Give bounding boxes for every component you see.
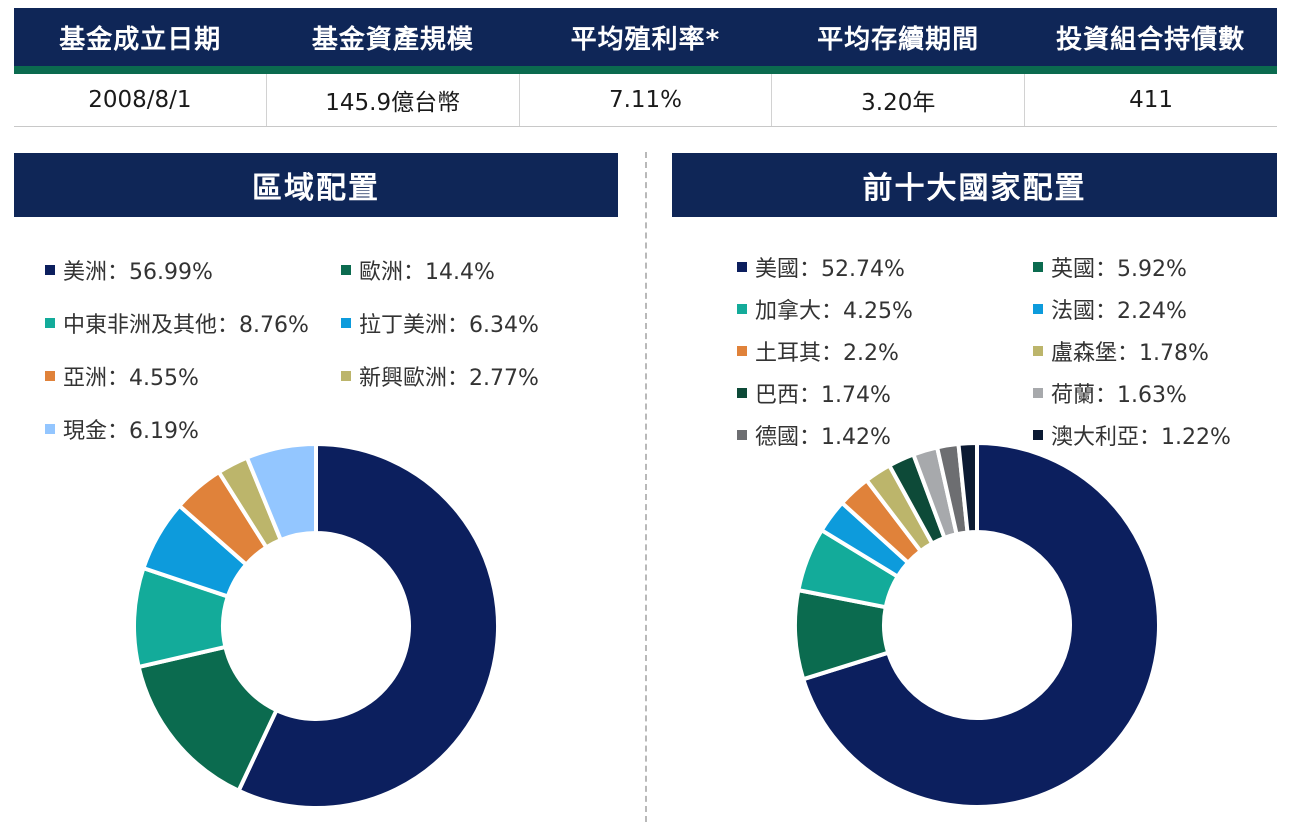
legend-label: 法國：2.24%: [1051, 299, 1187, 324]
legend-label: 土耳其：2.2%: [755, 341, 899, 366]
donut-slice: [236, 442, 500, 810]
legend-item: 新興歐洲：2.77%: [341, 360, 641, 392]
country-allocation-legend: 美國：52.74% 英國：5.92% 加拿大：4.25% 法國：2.24% 土耳其：2.…: [737, 251, 1293, 451]
legend-swatch: [737, 262, 747, 272]
legend-label: 亞洲：4.55%: [63, 366, 199, 391]
donut-slice: [801, 441, 1161, 809]
fund-summary-table: 基金成立日期 基金資產規模 平均殖利率* 平均存續期間 投資組合持債數 2008…: [14, 8, 1277, 127]
legend-label: 拉丁美洲：6.34%: [359, 313, 539, 338]
legend-item: 加拿大：4.25%: [737, 293, 1033, 325]
legend-label: 澳大利亞：1.22%: [1051, 425, 1231, 450]
legend-swatch: [341, 265, 351, 275]
legend-label: 美洲：56.99%: [63, 260, 213, 285]
legend-label: 新興歐洲：2.77%: [359, 366, 539, 391]
summary-value-avg-yield: 7.11%: [520, 74, 773, 126]
legend-swatch: [737, 346, 747, 356]
legend-item: 澳大利亞：1.22%: [1033, 419, 1293, 451]
legend-swatch: [1033, 262, 1043, 272]
legend-swatch: [45, 318, 55, 328]
summary-header-avg-yield: 平均殖利率*: [570, 24, 721, 55]
legend-swatch: [1033, 304, 1043, 314]
summary-header-holdings-count: 投資組合持債數: [1056, 24, 1246, 55]
summary-value-row: 2008/8/1 145.9億台幣 7.11% 3.20年 411: [14, 74, 1277, 127]
legend-item: 美洲：56.99%: [45, 254, 341, 286]
legend-label: 美國：52.74%: [755, 257, 905, 282]
legend-swatch: [1033, 388, 1043, 398]
legend-swatch: [737, 430, 747, 440]
legend-item: 巴西：1.74%: [737, 377, 1033, 409]
summary-header-inception-date: 基金成立日期: [59, 24, 222, 55]
summary-header-row: 基金成立日期 基金資產規模 平均殖利率* 平均存續期間 投資組合持債數: [14, 8, 1277, 74]
region-allocation-donut: [132, 442, 500, 810]
legend-item: 中東非洲及其他：8.76%: [45, 307, 341, 339]
summary-value-avg-duration: 3.20年: [772, 74, 1026, 126]
legend-item: 法國：2.24%: [1033, 293, 1293, 325]
legend-label: 盧森堡：1.78%: [1051, 341, 1209, 366]
legend-item: 土耳其：2.2%: [737, 335, 1033, 367]
summary-header-avg-duration: 平均存續期間: [817, 24, 980, 55]
country-allocation-donut: [793, 441, 1161, 809]
legend-item: 亞洲：4.55%: [45, 360, 341, 392]
region-allocation-legend: 美洲：56.99% 歐洲：14.4% 中東非洲及其他：8.76% 拉丁美洲：6.34%…: [45, 254, 641, 445]
country-allocation-title: 前十大國家配置: [672, 153, 1277, 217]
legend-label: 現金：6.19%: [63, 419, 199, 444]
legend-item: 盧森堡：1.78%: [1033, 335, 1293, 367]
legend-item: 現金：6.19%: [45, 413, 341, 445]
legend-label: 巴西：1.74%: [755, 383, 891, 408]
summary-value-holdings-count: 411: [1129, 87, 1174, 113]
legend-item: 歐洲：14.4%: [341, 254, 641, 286]
legend-item: 拉丁美洲：6.34%: [341, 307, 641, 339]
legend-swatch: [737, 304, 747, 314]
legend-swatch: [341, 371, 351, 381]
region-allocation-title: 區域配置: [14, 153, 618, 217]
legend-swatch: [45, 371, 55, 381]
legend-item: 荷蘭：1.63%: [1033, 377, 1293, 409]
legend-swatch: [45, 265, 55, 275]
legend-label: 中東非洲及其他：8.76%: [63, 313, 309, 338]
legend-swatch: [1033, 430, 1043, 440]
legend-item: 美國：52.74%: [737, 251, 1033, 283]
legend-label: 英國：5.92%: [1051, 257, 1187, 282]
legend-swatch: [341, 318, 351, 328]
legend-swatch: [737, 388, 747, 398]
legend-item: 德國：1.42%: [737, 419, 1033, 451]
legend-label: 歐洲：14.4%: [359, 260, 495, 285]
donut-slice: [956, 441, 979, 535]
legend-swatch: [1033, 346, 1043, 356]
legend-label: 德國：1.42%: [755, 425, 891, 450]
legend-label: 加拿大：4.25%: [755, 299, 913, 324]
summary-value-fund-size: 145.9億台幣: [267, 74, 520, 126]
donut-slice: [244, 442, 318, 542]
legend-item: 英國：5.92%: [1033, 251, 1293, 283]
legend-swatch: [45, 424, 55, 434]
summary-value-inception-date: 2008/8/1: [14, 74, 267, 126]
legend-label: 荷蘭：1.63%: [1051, 383, 1187, 408]
summary-header-fund-size: 基金資產規模: [311, 24, 474, 55]
panel-divider: [645, 152, 647, 822]
